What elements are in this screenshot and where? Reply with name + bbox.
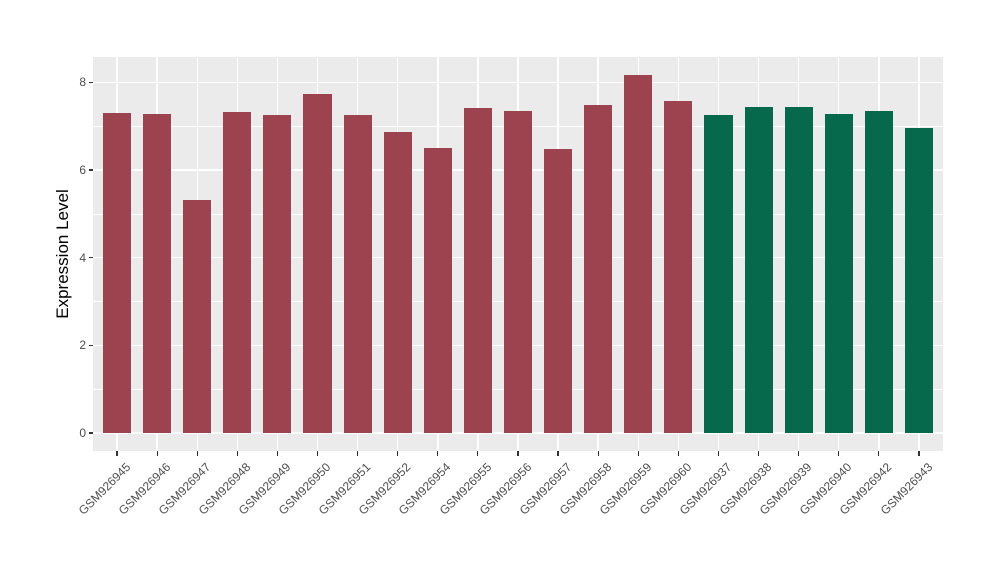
y-tick-mark (88, 257, 93, 259)
x-tick-mark (437, 451, 439, 456)
bar (784, 107, 813, 434)
x-tick-mark (677, 451, 679, 456)
x-tick-mark (477, 451, 479, 456)
x-tick-mark (918, 451, 920, 456)
x-tick-mark (357, 451, 359, 456)
bar (624, 74, 653, 434)
y-tick-mark (88, 344, 93, 346)
y-tick-label: 4 (79, 250, 86, 265)
y-tick-mark (88, 169, 93, 171)
x-tick-mark (757, 451, 760, 456)
bar (223, 112, 252, 434)
y-tick-label: 2 (79, 338, 86, 353)
bar (744, 107, 773, 434)
bar (503, 111, 533, 434)
y-tick-mark (88, 432, 93, 434)
bar (183, 200, 212, 434)
y-tick-label: 6 (79, 163, 86, 178)
x-tick-mark (156, 451, 158, 456)
bar (824, 113, 853, 434)
y-tick-mark (88, 81, 93, 83)
x-tick-mark (196, 451, 198, 456)
bar (704, 115, 733, 434)
bar (303, 93, 332, 434)
x-tick-mark (316, 451, 319, 456)
bar (463, 107, 492, 434)
x-tick-mark (717, 451, 720, 456)
bar (584, 105, 613, 434)
x-tick-mark (517, 451, 519, 456)
bar (664, 100, 693, 434)
x-tick-mark (397, 451, 399, 456)
x-tick-mark (236, 451, 238, 456)
bar (383, 131, 412, 434)
x-tick-mark (878, 451, 880, 456)
y-tick-label: 0 (79, 426, 86, 441)
x-tick-mark (276, 451, 279, 456)
x-tick-mark (597, 451, 599, 456)
bar (904, 128, 933, 434)
x-tick-mark (557, 451, 559, 456)
bar (864, 111, 893, 434)
x-tick-mark (798, 451, 800, 456)
x-tick-mark (637, 451, 639, 456)
bar (263, 115, 292, 434)
x-tick-mark (838, 451, 840, 456)
y-tick-label: 8 (79, 75, 86, 90)
x-tick-mark (116, 451, 118, 456)
plot-panel (93, 57, 943, 451)
bar (103, 113, 132, 434)
bar (343, 114, 372, 434)
bar (143, 113, 172, 434)
bar (544, 149, 573, 434)
bar (423, 147, 452, 434)
